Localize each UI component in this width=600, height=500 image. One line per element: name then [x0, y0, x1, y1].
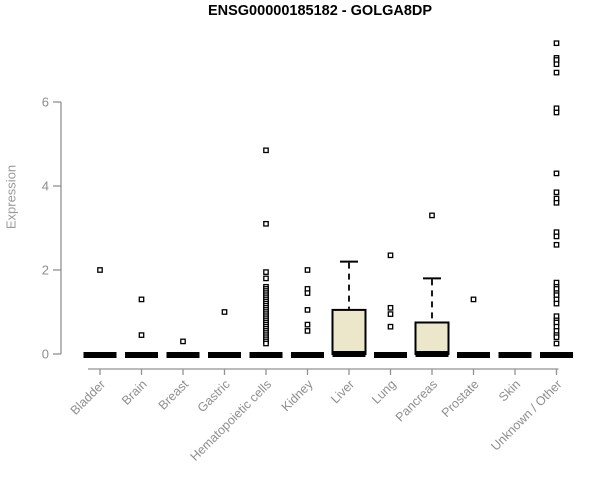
collapsed-box	[249, 352, 283, 358]
y-tick-label: 0	[42, 347, 49, 362]
collapsed-box	[83, 352, 117, 358]
outlier-point	[553, 61, 560, 68]
outlier-point	[429, 212, 435, 219]
outlier-point	[553, 241, 560, 248]
outlier-point	[553, 233, 560, 240]
outlier-point	[470, 296, 477, 303]
y-axis-label: Expression	[3, 164, 19, 230]
collapsed-box	[166, 352, 200, 358]
y-tick-label: 2	[42, 263, 49, 278]
collapsed-box	[498, 352, 532, 358]
outlier-point	[263, 340, 269, 347]
outlier-point	[553, 300, 560, 307]
outlier-point	[263, 147, 269, 154]
outlier-point	[221, 309, 228, 315]
x-tick-label: Pancreas	[393, 377, 440, 424]
outlier-point	[553, 199, 560, 206]
x-tick-label: Hematopoietic cells	[188, 377, 275, 464]
collapsed-box	[540, 352, 573, 358]
outlier-point	[387, 311, 394, 317]
collapsed-box	[208, 352, 241, 358]
outlier-point	[553, 109, 560, 116]
box-body	[414, 321, 450, 355]
outlier-point	[553, 334, 560, 341]
outlier-point	[553, 189, 560, 196]
outlier-point	[387, 252, 394, 259]
outlier-point	[263, 220, 269, 227]
outlier-point	[304, 328, 311, 334]
x-tick-label: Breast	[156, 377, 192, 413]
collapsed-box	[291, 352, 324, 358]
x-tick-label: Kidney	[279, 377, 316, 414]
x-tick-label: Skin	[496, 377, 523, 404]
box-body	[331, 308, 367, 355]
median-line	[415, 351, 449, 357]
chart-title: ENSG00000185182 - GOLGA8DP	[207, 3, 433, 19]
outlier-point	[304, 290, 311, 296]
y-tick-label: 6	[42, 95, 49, 110]
x-tick-label: Gastric	[195, 377, 233, 415]
outlier-point	[263, 269, 269, 275]
outlier-point	[97, 267, 103, 273]
outlier-point	[180, 338, 186, 345]
median-line	[332, 351, 366, 357]
outlier-point	[553, 340, 560, 347]
y-tick-label: 4	[42, 179, 49, 194]
outlier-point	[553, 40, 560, 47]
x-tick-label: Bladder	[68, 377, 108, 417]
collapsed-box	[374, 352, 407, 358]
x-tick-label: Lung	[369, 377, 399, 407]
outlier-point	[263, 275, 269, 282]
outlier-point	[138, 332, 145, 338]
outlier-point	[553, 69, 560, 76]
x-tick-label: Prostate	[439, 377, 482, 420]
outlier-point	[387, 304, 394, 311]
outlier-point	[138, 296, 145, 303]
outlier-point	[304, 307, 311, 313]
outlier-point	[304, 267, 311, 273]
collapsed-box	[125, 352, 158, 358]
outlier-point	[387, 323, 394, 330]
outlier-point	[304, 321, 311, 328]
x-tick-label: Unknown / Other	[488, 377, 564, 453]
x-tick-label: Brain	[119, 377, 150, 408]
outlier-point	[553, 170, 560, 177]
x-tick-label: Liver	[328, 377, 357, 406]
collapsed-box	[457, 352, 490, 358]
